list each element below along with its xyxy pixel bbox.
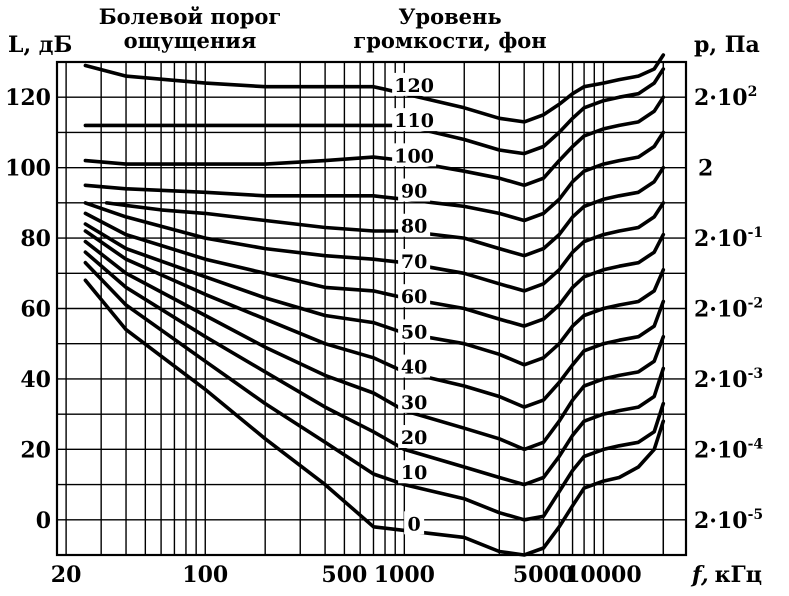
loudness-curve-80: [104, 165, 666, 258]
curve-label-bg: [398, 425, 431, 449]
loudness-curve-0: [83, 278, 666, 557]
right-tick-label: 2·10-3: [694, 366, 763, 393]
right-tick-label: 2·10-1: [694, 225, 763, 252]
curve-label-0: 0: [408, 513, 421, 535]
curve-label-bg: [398, 248, 431, 272]
loudness-curve-10: [83, 260, 666, 522]
y-tick-label: 120: [5, 85, 51, 111]
curve-label-80: 80: [401, 216, 427, 238]
curve-label-90: 90: [401, 181, 427, 203]
curve-label-40: 40: [401, 357, 427, 379]
loudness-curve-50: [83, 222, 666, 367]
right-tick-label: 2·10-2: [694, 296, 763, 323]
curve-label-100: 100: [394, 145, 434, 167]
curve-label-bg: [392, 143, 437, 167]
x-axis-label: f, кГц: [690, 562, 762, 588]
loudness-curve-90: [83, 130, 666, 223]
header-center-line1: Уровень: [398, 4, 501, 29]
y-tick-label: 20: [20, 437, 51, 463]
y-tick-label: 80: [20, 226, 51, 252]
curve-label-bg: [392, 108, 437, 132]
curve-label-20: 20: [401, 427, 427, 449]
x-tick-label: 500: [321, 562, 367, 588]
curve-label-bg: [398, 460, 431, 484]
curve-label-bg: [398, 354, 431, 378]
curve-label-bg: [398, 389, 431, 413]
loudness-curve-100: [83, 95, 666, 188]
right-tick-label: 2·10-5: [694, 507, 763, 534]
right-tick-label: 2: [698, 156, 713, 182]
header-center-line2: громкости, фон: [353, 28, 546, 53]
right-tick-exponent: -5: [748, 507, 764, 523]
loudness-curve-30: [83, 239, 666, 452]
loudness-curve-70: [83, 201, 666, 293]
curve-label-120: 120: [394, 75, 434, 97]
curve-label-60: 60: [401, 286, 427, 308]
loudness-curve-40: [83, 229, 666, 409]
curve-label-bg: [398, 178, 431, 202]
x-tick-label: 10000: [565, 562, 642, 588]
x-tick-label: 1000: [374, 562, 435, 588]
curve-label-50: 50: [401, 321, 427, 343]
y-axis-label-right: p, Па: [694, 32, 760, 58]
right-tick-label: 2·102: [694, 84, 757, 111]
curve-label-70: 70: [401, 251, 427, 273]
y-tick-label: 100: [5, 156, 51, 182]
curve-label-10: 10: [401, 462, 427, 484]
curve-label-bg: [398, 213, 431, 237]
x-axis-unit: кГц: [715, 562, 762, 588]
loudness-curves: [83, 53, 666, 557]
x-tick-label: 20: [51, 562, 82, 588]
curve-labels: 0 10 20 30 40 50 60 70 80 90 100 110 120: [392, 72, 437, 535]
header-left-line2: ощущения: [124, 28, 257, 53]
curve-label-bg: [392, 72, 437, 96]
right-tick-exponent: -3: [748, 366, 764, 382]
right-tick-exponent: -1: [748, 225, 764, 241]
y-tick-label: 60: [20, 297, 51, 323]
x-tick-label: 5000: [513, 562, 574, 588]
loudness-curve-110: [83, 67, 666, 156]
loudness-curve-120: [83, 53, 666, 124]
y-tick-label: 40: [20, 367, 51, 393]
right-tick-exponent: -2: [748, 296, 764, 312]
y-tick-label: 0: [36, 508, 51, 534]
curve-label-110: 110: [394, 110, 434, 132]
curve-label-30: 30: [401, 392, 427, 414]
right-tick-exponent: -4: [748, 436, 764, 452]
curve-label-bg: [404, 511, 425, 535]
header-left-line1: Болевой порог: [99, 4, 282, 29]
curve-label-bg: [398, 284, 431, 308]
grid: [55, 60, 688, 557]
y-axis-label: L, дБ: [8, 32, 72, 58]
right-tick-exponent: 2: [748, 84, 758, 100]
right-tick-label: 2·10-4: [694, 436, 763, 463]
x-tick-label: 100: [182, 562, 228, 588]
curve-label-bg: [398, 319, 431, 343]
loudness-curve-20: [83, 250, 666, 487]
x-axis-variable: f,: [690, 562, 709, 588]
loudness-curve-60: [83, 211, 666, 328]
